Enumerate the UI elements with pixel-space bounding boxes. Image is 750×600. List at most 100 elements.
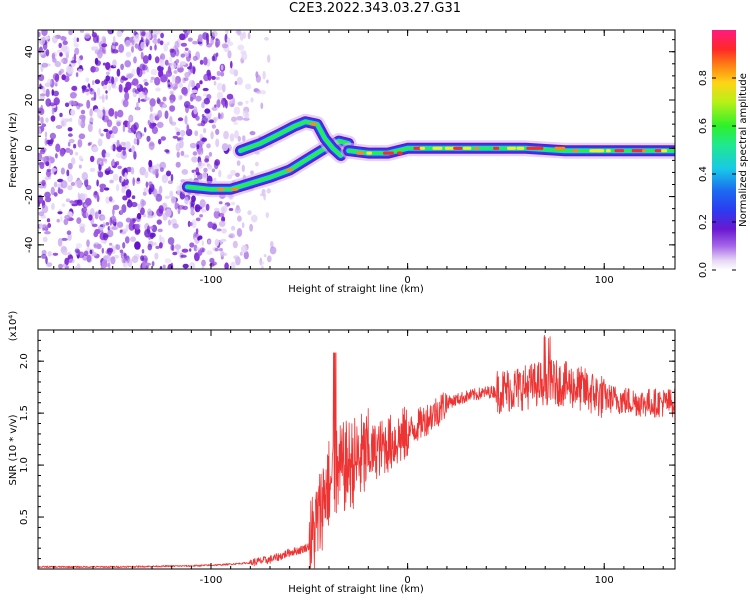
noise-speckle	[142, 191, 147, 196]
noise-speckle	[193, 171, 197, 179]
noise-speckle	[214, 104, 217, 108]
noise-speckle	[112, 144, 116, 152]
noise-speckle	[93, 66, 100, 73]
noise-speckle	[46, 218, 51, 223]
noise-speckle	[89, 117, 94, 123]
noise-speckle	[260, 265, 264, 269]
noise-speckle	[103, 187, 110, 191]
noise-speckle	[102, 84, 108, 90]
hotspot	[526, 146, 538, 150]
noise-speckle	[237, 30, 241, 36]
noise-speckle	[151, 224, 158, 233]
noise-speckle	[83, 250, 89, 257]
noise-speckle	[116, 139, 120, 147]
noise-speckle	[180, 42, 187, 47]
noise-speckle	[141, 200, 147, 206]
noise-speckle	[201, 137, 208, 142]
noise-speckle	[94, 57, 99, 65]
noise-speckle	[93, 91, 97, 101]
noise-speckle	[230, 103, 235, 107]
noise-speckle	[51, 168, 57, 172]
noise-speckle	[129, 115, 133, 121]
noise-speckle	[159, 58, 165, 68]
noise-speckle	[114, 76, 118, 83]
noise-speckle	[175, 79, 179, 87]
noise-speckle	[159, 167, 164, 173]
noise-speckle	[45, 256, 48, 265]
noise-speckle	[121, 231, 127, 235]
hotspot	[654, 149, 662, 153]
noise-speckle	[149, 116, 155, 124]
noise-speckle	[133, 138, 137, 145]
noise-speckle	[41, 62, 48, 68]
noise-speckle	[144, 262, 152, 266]
noise-speckle	[165, 70, 173, 77]
noise-speckle	[239, 251, 243, 256]
noise-speckle	[163, 43, 168, 52]
noise-speckle	[57, 238, 63, 247]
noise-speckle	[97, 49, 103, 59]
noise-speckle	[247, 210, 252, 216]
noise-speckle	[174, 201, 178, 210]
noise-speckle	[144, 171, 149, 179]
y-tick-label: 0.5	[19, 509, 30, 525]
noise-speckle	[47, 223, 52, 228]
noise-speckle	[233, 121, 239, 125]
colorbar-tick-label: 0.8	[698, 70, 709, 86]
noise-speckle	[108, 84, 112, 91]
noise-speckle	[77, 251, 85, 259]
snr-y-multiplier: (x10⁴)	[8, 311, 19, 342]
noise-speckle	[217, 112, 221, 119]
noise-speckle	[156, 121, 164, 128]
noise-speckle	[105, 90, 108, 94]
noise-speckle	[188, 53, 192, 59]
noise-speckle	[232, 240, 238, 249]
noise-speckle	[188, 50, 191, 54]
noise-speckle	[203, 127, 207, 134]
noise-speckle	[78, 117, 83, 127]
noise-speckle	[70, 181, 76, 187]
noise-speckle	[67, 142, 71, 147]
noise-speckle	[190, 93, 197, 100]
noise-speckle	[213, 210, 221, 219]
noise-speckle	[134, 43, 139, 49]
noise-speckle	[201, 259, 206, 267]
hotspot	[432, 146, 443, 150]
noise-speckle	[151, 113, 158, 117]
y-tick-label: 40	[24, 45, 35, 58]
noise-speckle	[50, 115, 56, 122]
noise-speckle	[45, 196, 52, 203]
noise-speckle	[157, 38, 161, 44]
noise-speckle	[101, 259, 108, 269]
noise-speckle	[110, 145, 114, 150]
noise-speckle	[38, 211, 45, 217]
noise-speckle	[104, 158, 108, 164]
noise-speckle	[102, 221, 106, 229]
noise-speckle	[168, 84, 171, 88]
noise-speckle	[96, 243, 102, 250]
noise-speckle	[149, 45, 153, 51]
noise-speckle	[60, 36, 67, 41]
noise-speckle	[59, 148, 65, 157]
noise-speckle	[241, 52, 248, 61]
noise-speckle	[205, 203, 210, 211]
noise-speckle	[55, 153, 58, 159]
noise-speckle	[214, 207, 220, 212]
noise-speckle	[85, 77, 90, 83]
noise-speckle	[179, 95, 183, 100]
noise-speckle	[230, 60, 233, 69]
noise-speckle	[75, 72, 79, 77]
noise-speckle	[91, 32, 97, 38]
noise-speckle	[131, 255, 139, 263]
noise-speckle	[153, 170, 159, 175]
noise-speckle	[220, 250, 225, 257]
noise-speckle	[137, 68, 143, 78]
noise-speckle	[213, 160, 219, 170]
noise-speckle	[81, 85, 87, 90]
noise-speckle	[195, 217, 201, 222]
noise-speckle	[110, 256, 116, 265]
noise-speckle	[183, 154, 190, 158]
hotspot	[397, 151, 403, 155]
noise-speckle	[101, 35, 107, 45]
noise-speckle	[97, 171, 104, 178]
